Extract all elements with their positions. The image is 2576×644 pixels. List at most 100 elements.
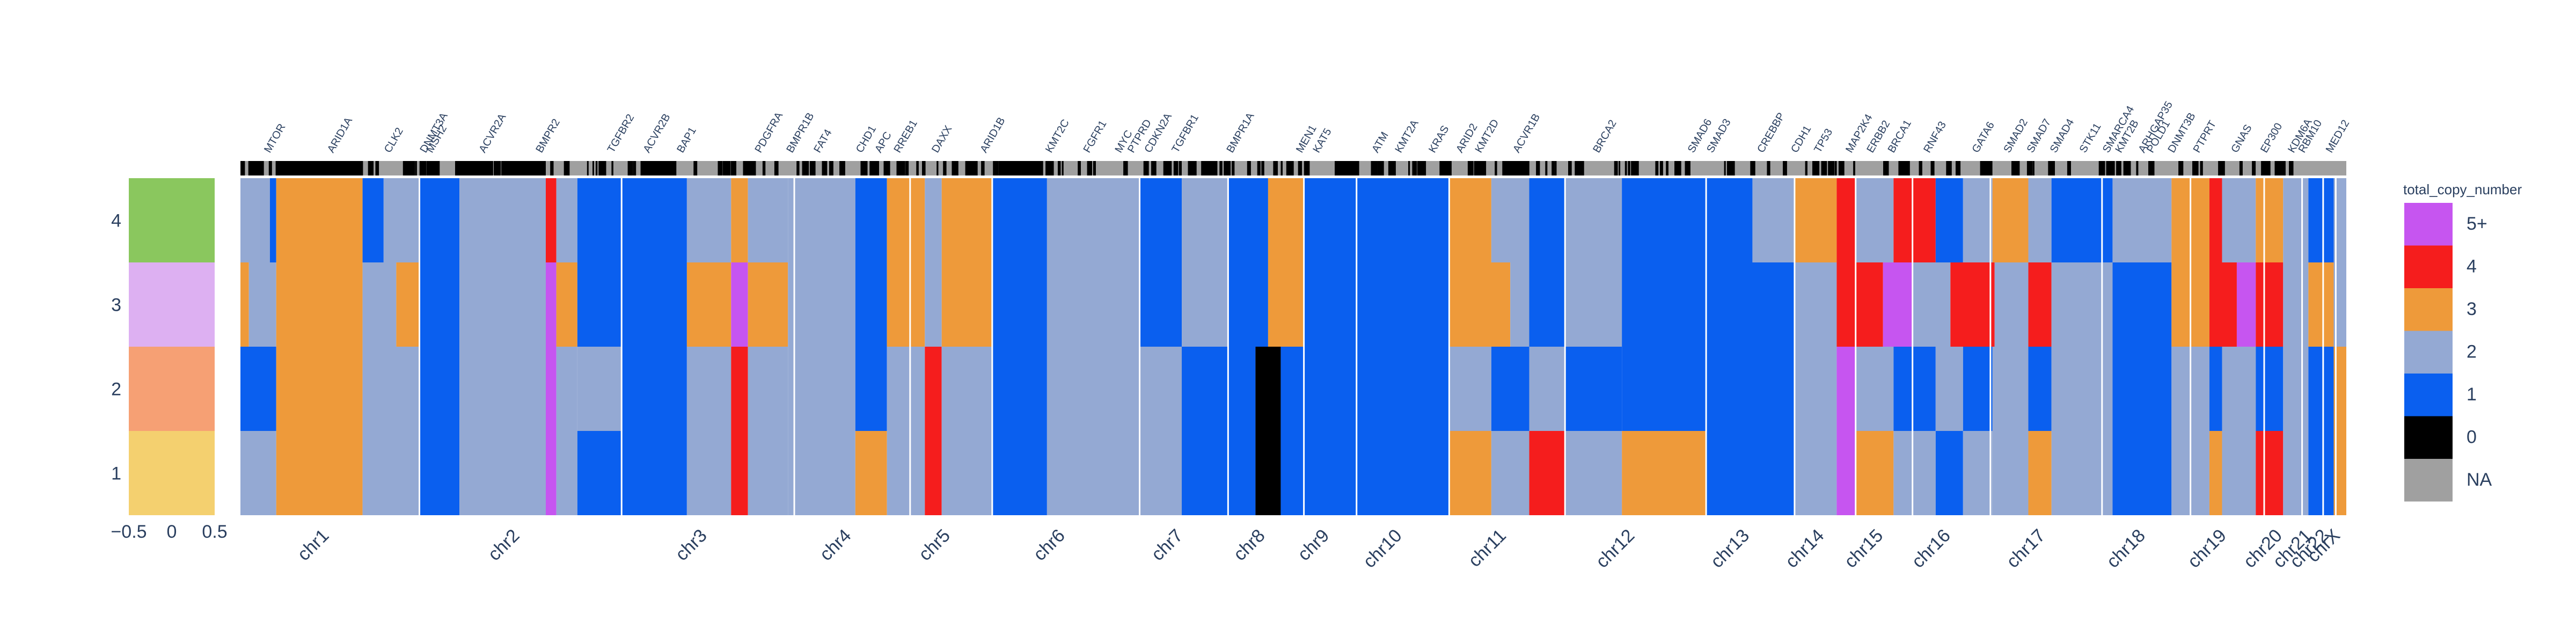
heatmap-cell [1855,347,1894,431]
gene-strip-mark [564,161,570,175]
chromosome-label: chr5 [914,525,954,565]
heatmap-cell [1268,262,1304,347]
gene-strip-mark [1655,161,1659,175]
heatmap-cell [1622,431,1707,515]
heatmap-cell [1255,431,1281,515]
heatmap-cell [855,262,887,347]
gene-strip-mark [423,161,427,175]
gene-strip-mark [943,161,947,175]
heatmap-cell [545,178,557,262]
heatmap-cell [276,262,363,347]
chromosome-label: chr9 [1294,525,1334,565]
chromosome-label: chr6 [1029,525,1069,565]
heatmap-cell [1139,347,1182,431]
gene-strip-mark [368,161,374,175]
heatmap-cell [1912,262,1951,347]
gene-label: BRCA2 [1591,118,1619,155]
gene-strip-mark [1173,161,1179,175]
heatmap-cell [1893,178,1936,262]
heatmap-cell [925,178,942,262]
gene-strip-mark [1371,161,1374,175]
gene-label: GNAS [2229,122,2254,155]
gene-strip-mark [1257,161,1261,175]
gene-strip-mark [1985,161,1993,175]
gene-strip-mark [428,161,433,175]
heatmap-cell [2333,347,2346,431]
legend-entry-label: 2 [2467,342,2477,362]
heatmap-cell [992,431,1047,515]
gene-label: FGFR1 [1081,119,1109,155]
gene-strip-mark [1631,161,1637,175]
gene-strip-mark [804,161,808,175]
gene-strip-mark [1568,161,1572,175]
gene-strip-mark [1828,161,1835,175]
gene-strip-mark [2026,161,2033,175]
heatmap-cell [2051,431,2113,515]
heatmap-cell [992,347,1047,431]
gene-strip-mark [1078,161,1081,175]
heatmap-cell [788,262,855,347]
gene-strip-mark [922,161,926,175]
gene-label: PTPRT [2191,119,2219,155]
gene-strip-mark [1812,161,1819,175]
heatmap-cell [396,262,420,347]
heatmap-cell [855,178,887,262]
heatmap-cell [1228,262,1268,347]
gene-strip-mark [1206,161,1208,175]
gene-strip-mark [2274,161,2281,175]
gene-strip-mark [839,161,845,175]
gene-strip-mark [2252,161,2256,175]
gene-strip-mark [796,161,800,175]
heatmap-cell [941,431,992,515]
gene-strip-mark [762,161,766,175]
gene-strip-mark [981,161,985,175]
heatmap-cell [1706,178,1753,262]
heatmap-cell [2051,178,2113,262]
gene-strip-mark [240,161,245,175]
gene-strip-mark [1388,161,1395,175]
gene-strip-mark [1726,161,1732,175]
heatmap-cell [1529,262,1565,347]
heatmap-cell [1836,262,1883,347]
legend-swatch [2404,203,2453,246]
heatmap-cell [1228,431,1256,515]
heatmap-cell [1935,178,1963,262]
heatmap-cell [2112,347,2172,431]
gene-strip-mark [903,161,905,175]
chromosome-label: chr17 [2002,525,2049,572]
gene-strip-mark [916,161,919,175]
heatmap-cell [1356,262,1450,347]
heatmap-cell [855,431,887,515]
gene-strip-mark [1946,161,1952,175]
heatmap-cell [577,347,622,431]
gene-strip-mark [774,161,779,175]
gene-strip-mark [1821,161,1827,175]
heatmap-cell [1228,178,1268,262]
heatmap-cell [1255,347,1281,431]
gene-strip-mark [1169,161,1172,175]
gene-strip-mark [896,161,903,175]
chromosome-label: chr14 [1781,525,1828,572]
gene-strip-block [640,161,677,175]
heatmap-cell [2333,431,2346,515]
gene-strip-mark [1666,161,1668,175]
chromosome-label: chr7 [1147,525,1187,565]
heatmap-cell [748,431,788,515]
gene-strip-mark [1659,161,1663,175]
gene-strip-mark [1447,161,1452,175]
heatmap-cell [2209,262,2237,347]
gene-label: ARID1B [978,115,1007,155]
gene-strip-mark [1624,161,1627,175]
gene-strip-mark [1919,161,1922,175]
gene-strip-mark [1898,161,1905,175]
gene-strip-mark [633,161,636,175]
gene-strip-mark [829,161,833,175]
gene-strip-mark [268,161,272,175]
heatmap-cell [2222,431,2256,515]
gene-strip-mark [1058,161,1061,175]
heatmap-cell [2308,262,2334,347]
heatmap-cell [1963,347,1993,431]
heatmap-cell [1706,347,1795,431]
gene-strip-mark [1552,161,1555,175]
heatmap-cell [1836,347,1856,431]
